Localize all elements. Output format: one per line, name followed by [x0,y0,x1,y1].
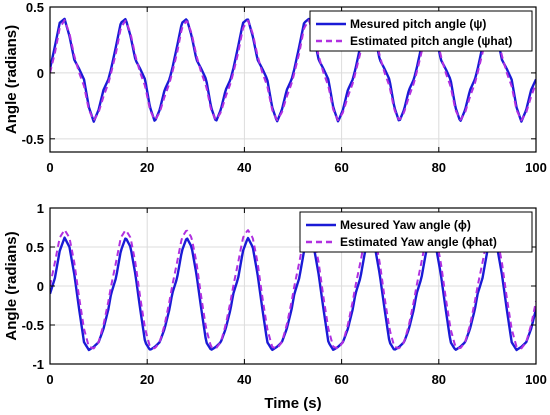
x-tick-label: 0 [46,372,53,387]
x-tick-label: 0 [46,160,53,175]
chart-panel-2: 0 20 40 60 80 100 -1 -0.5 0 0.5 1 Angle (radians) Ti… [3,201,547,412]
legend-label-2: Estimated Yaw angle (ϕhat) [340,235,497,249]
y-tick-label: 0 [37,66,44,81]
x-tick-label: 20 [140,372,154,387]
axes-box [49,6,537,153]
y-tick-label: 1 [37,201,44,216]
legend-box [309,10,533,52]
x-tick-label: 60 [334,160,348,175]
x-tick-label: 40 [237,160,251,175]
y-tick-label: 0.5 [26,240,44,255]
series-line-1 [50,236,536,352]
x-tick-label: 40 [237,372,251,387]
series-line-2 [50,19,536,122]
y-axis-label: Angle (radians) [3,231,20,340]
legend: Mesured pitch angle (ψ) Estimated pitch a… [309,10,533,52]
x-tick-label: 80 [432,372,446,387]
x-axis-label: Time (s) [264,395,321,412]
x-tick-label: 80 [432,160,446,175]
legend-label-1: Mesured Yaw angle (ϕ) [340,218,471,232]
legend-label-2: Estimated pitch angle (ψhat) [350,34,512,48]
x-tick-label: 20 [140,160,154,175]
y-tick-label: 0 [37,279,44,294]
x-tick-label: 100 [525,160,547,175]
y-axis-label: Angle (radians) [3,25,20,134]
legend-box [299,211,533,253]
legend: Mesured Yaw angle (ϕ) Estimated Yaw angle… [299,211,533,253]
x-tick-label: 100 [525,372,547,387]
y-tick-label: -1 [32,357,44,372]
legend-label-1: Mesured pitch angle (ψ) [350,17,486,31]
series-line-2 [50,228,536,350]
x-tick-label: 60 [334,372,348,387]
y-tick-label: -0.5 [22,318,44,333]
y-tick-label: 0.5 [26,0,44,15]
y-tick-label: -0.5 [22,132,44,147]
